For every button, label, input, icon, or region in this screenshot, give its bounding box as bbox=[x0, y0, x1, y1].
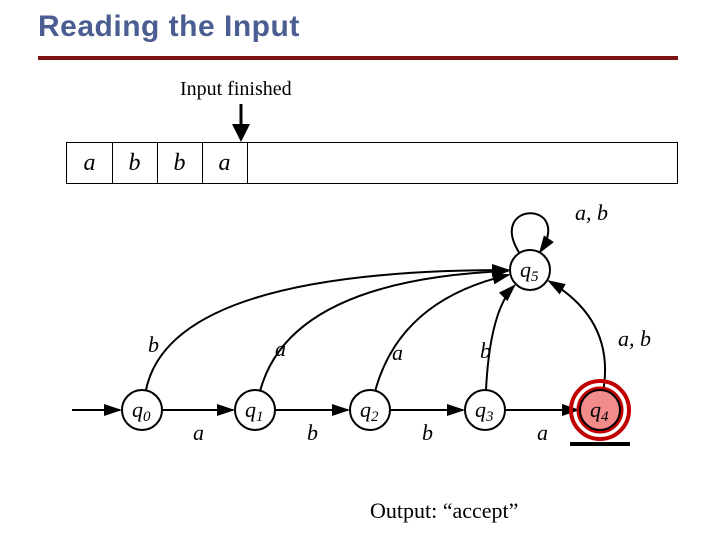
svg-text:b: b bbox=[307, 420, 318, 445]
svg-text:b: b bbox=[480, 338, 491, 363]
svg-text:a, b: a, b bbox=[618, 326, 651, 351]
svg-text:b: b bbox=[422, 420, 433, 445]
output-label: Output: “accept” bbox=[370, 498, 518, 524]
svg-text:a: a bbox=[537, 420, 548, 445]
svg-text:b: b bbox=[148, 332, 159, 357]
svg-text:a: a bbox=[275, 336, 286, 361]
svg-text:a: a bbox=[392, 340, 403, 365]
diagram-canvas: abbabaaba, ba, bq0q1q2q3q4q5 bbox=[0, 0, 720, 540]
svg-text:a: a bbox=[193, 420, 204, 445]
svg-text:a, b: a, b bbox=[575, 200, 608, 225]
